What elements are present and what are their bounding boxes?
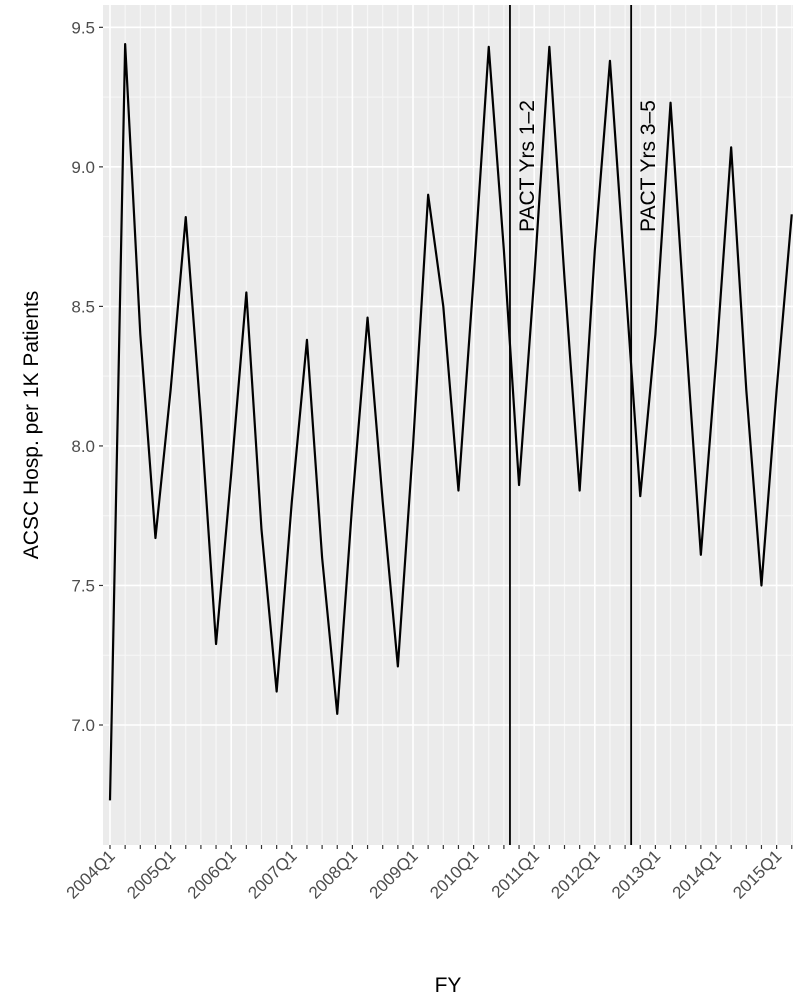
x-tick-label: 2015Q1 bbox=[729, 846, 785, 902]
x-tick-label: 2009Q1 bbox=[366, 846, 422, 902]
panel-background bbox=[103, 5, 793, 845]
annotation-vlines bbox=[509, 5, 633, 845]
y-tick-label: 8.5 bbox=[71, 297, 95, 316]
y-tick-label: 9.0 bbox=[71, 158, 95, 177]
x-tick-label: 2005Q1 bbox=[123, 846, 179, 902]
x-axis-title: FY bbox=[435, 974, 462, 997]
y-tick-label: 7.5 bbox=[71, 576, 95, 595]
x-tick-label: 2011Q1 bbox=[488, 846, 543, 901]
x-tick-label: 2007Q1 bbox=[244, 846, 300, 902]
x-tick-label: 2014Q1 bbox=[669, 846, 725, 902]
y-axis-title: ACSC Hosp. per 1K Patients bbox=[20, 291, 43, 559]
x-tick-label: 2010Q1 bbox=[426, 846, 482, 902]
major-x-gridlines bbox=[109, 5, 778, 845]
series-line bbox=[108, 42, 793, 801]
x-tick-label: 2013Q1 bbox=[608, 846, 664, 902]
x-tick-label: 2006Q1 bbox=[184, 846, 240, 902]
y-axis: 7.0 7.5 8.0 8.5 9.0 9.5 bbox=[71, 18, 103, 735]
y-tick-label: 9.5 bbox=[71, 18, 95, 37]
x-axis: 2004Q1 2005Q1 2006Q1 2007Q1 2008Q1 2009Q1 2010… bbox=[63, 845, 793, 903]
annotation-label: PACT Yrs 3–5 bbox=[637, 100, 660, 232]
x-tick-label: 2012Q1 bbox=[547, 846, 603, 902]
annotation-label: PACT Yrs 1–2 bbox=[516, 100, 539, 232]
y-tick-label: 7.0 bbox=[71, 716, 95, 735]
y-tick-label: 8.0 bbox=[71, 437, 95, 456]
minor-x-gridlines bbox=[124, 5, 793, 845]
annotation-labels: PACT Yrs 1–2 PACT Yrs 3–5 bbox=[516, 100, 660, 232]
major-y-gridlines bbox=[103, 26, 793, 726]
x-tick-label: 2008Q1 bbox=[305, 846, 361, 902]
x-tick-label: 2004Q1 bbox=[63, 846, 119, 902]
